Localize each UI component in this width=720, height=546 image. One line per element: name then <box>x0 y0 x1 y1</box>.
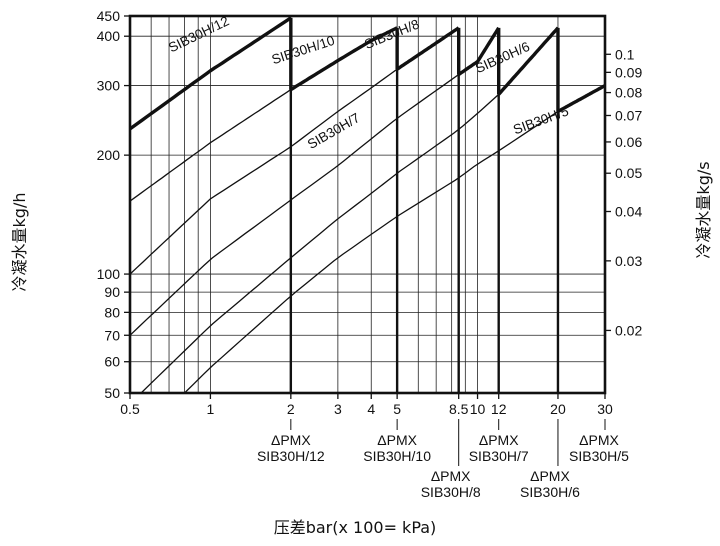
plot-frame <box>128 14 607 395</box>
curve-label: SIB30H/6 <box>473 39 532 76</box>
curve-sib30h-12-thick <box>129 16 292 131</box>
y2-tick-label: 0.02 <box>615 322 642 338</box>
x-tick-label: 20 <box>550 401 566 417</box>
grid-lines <box>130 16 606 393</box>
pmx-label-line1: ΔPMX <box>530 468 570 484</box>
y2-tick-label: 0.06 <box>615 134 642 150</box>
plot-border <box>128 14 607 395</box>
curve-sib30h-6-thin <box>140 93 500 394</box>
y2-tick-label: 0.03 <box>615 253 642 269</box>
x-tick-label: 3 <box>334 401 342 417</box>
curve-sib30h-5-thin <box>184 110 559 394</box>
curve-sib30h-6-thick <box>497 26 560 96</box>
y-tick-label: 200 <box>97 147 121 163</box>
curve-sib30h-5-thick <box>557 84 606 113</box>
y-tick-label: 90 <box>104 284 120 300</box>
x-tick-label: 0.5 <box>120 401 140 417</box>
pmx-annotations: ΔPMXSIB30H/12ΔPMXSIB30H/10ΔPMXSIB30H/8ΔP… <box>257 419 629 500</box>
x-axis-label: 压差bar(x 100= kPa) <box>274 518 437 537</box>
pmx-label-line2: SIB30H/5 <box>569 448 629 464</box>
curve-label: SIB30H/12 <box>166 13 231 55</box>
y2-tick-label: 0.09 <box>615 64 642 80</box>
y-axis-ticks: 50 60 70 80 90 100 200 300 400 450 <box>97 8 130 401</box>
x-tick-label: 30 <box>597 401 613 417</box>
x-tick-label: 1 <box>207 401 215 417</box>
y-axis-label: 冷凝水量kg/h <box>10 193 29 292</box>
curve-label: SIB30H/10 <box>270 33 337 67</box>
pmx-label-line1: ΔPMX <box>479 432 519 448</box>
x-tick-label: 5 <box>393 401 401 417</box>
curve-sib30h-7-thin <box>129 73 460 336</box>
curve-sib30h-8-thick <box>396 26 460 71</box>
pmx-label-line1: ΔPMX <box>431 468 471 484</box>
curve-label: SIB30H/5 <box>511 103 570 137</box>
curve-label: SIB30H/7 <box>305 110 363 152</box>
y2-axis-ticks: 0.02 0.03 0.04 0.05 0.06 0.07 0.08 0.09 0.1 <box>605 46 642 338</box>
y-tick-label: 60 <box>104 354 120 370</box>
x-tick-label: 10 <box>470 401 486 417</box>
y-tick-label: 80 <box>104 304 120 320</box>
curve-sib30h-8-thin <box>129 68 398 275</box>
x-axis-ticks: 0.5 1 2 3 4 5 8.5 10 12 20 30 <box>120 393 613 417</box>
y2-tick-label: 0.1 <box>615 46 635 62</box>
y2-tick-label: 0.05 <box>615 165 642 181</box>
x-tick-label: 12 <box>491 401 507 417</box>
y-tick-label: 100 <box>97 266 121 282</box>
y-tick-label: 450 <box>97 8 121 24</box>
pmx-label-line2: SIB30H/10 <box>363 448 431 464</box>
pmx-label-line2: SIB30H/7 <box>469 448 529 464</box>
y-tick-label: 400 <box>97 28 121 44</box>
y-tick-label: 300 <box>97 78 121 94</box>
y-tick-label: 50 <box>104 385 120 401</box>
y2-tick-label: 0.08 <box>615 85 642 101</box>
x-tick-label: 2 <box>287 401 295 417</box>
y2-tick-label: 0.04 <box>615 204 642 220</box>
series-curves <box>129 16 606 394</box>
pmx-label-line1: ΔPMX <box>377 432 417 448</box>
curve-sib30h-10-thick <box>289 26 398 92</box>
pmx-label-line1: ΔPMX <box>579 432 619 448</box>
curve-sib30h-7-thick <box>457 26 501 76</box>
pmx-label-line2: SIB30H/6 <box>520 484 580 500</box>
x-tick-label: 8.5 <box>449 401 469 417</box>
y2-axis-label: 冷凝水量kg/s <box>694 161 713 258</box>
x-tick-label: 4 <box>367 401 375 417</box>
pmx-label-line2: SIB30H/8 <box>421 484 481 500</box>
curve-sib30h-10-thin <box>129 89 292 202</box>
pmx-label-line1: ΔPMX <box>271 432 311 448</box>
y2-tick-label: 0.07 <box>615 107 642 123</box>
pmx-label-line2: SIB30H/12 <box>257 448 325 464</box>
y-tick-label: 70 <box>104 327 120 343</box>
